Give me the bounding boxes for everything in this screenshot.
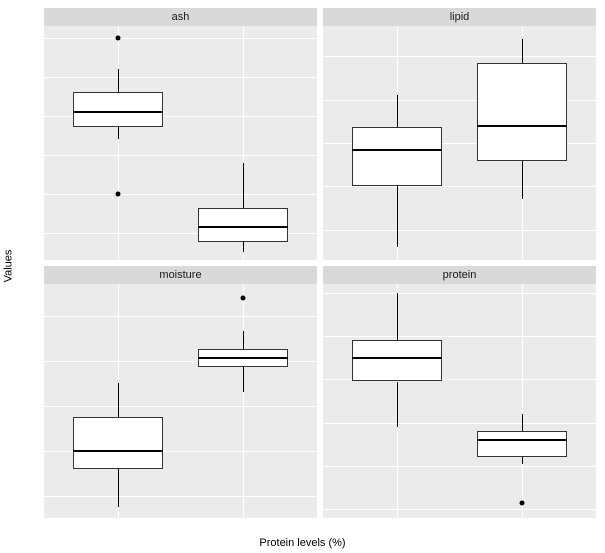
gridline <box>323 509 596 510</box>
panel: 68697071722630 <box>44 284 317 518</box>
gridline <box>44 406 317 407</box>
facet-strip: lipid <box>323 8 596 26</box>
panel: 2425262728292630 <box>323 284 596 518</box>
x-axis-label: Protein levels (%) <box>0 537 605 549</box>
median <box>73 450 163 452</box>
gridline <box>44 194 317 195</box>
gridline <box>44 316 317 317</box>
median <box>198 357 288 359</box>
whisker <box>522 161 523 199</box>
whisker <box>118 383 119 417</box>
gridline <box>323 56 596 57</box>
whisker <box>522 414 523 431</box>
median <box>477 439 567 441</box>
median <box>477 125 567 127</box>
gridline <box>323 423 596 424</box>
gridline <box>323 230 596 231</box>
whisker <box>397 95 398 126</box>
facet-strip: moisture <box>44 266 317 284</box>
whisker <box>397 293 398 341</box>
gridline <box>243 284 244 518</box>
whisker <box>243 163 244 208</box>
gridline <box>44 77 317 78</box>
facet-strip: protein <box>323 266 596 284</box>
whisker <box>522 457 523 464</box>
whisker <box>118 69 119 92</box>
facet-protein: protein2425262728292630 <box>323 266 596 518</box>
y-axis-label: Values <box>2 250 14 283</box>
median <box>352 149 442 151</box>
whisker <box>243 242 244 252</box>
gridline <box>522 284 523 518</box>
gridline <box>323 466 596 467</box>
gridline <box>323 336 596 337</box>
box <box>73 417 163 470</box>
whisker <box>397 382 398 428</box>
facet-moisture: moisture68697071722630 <box>44 266 317 518</box>
whisker <box>397 186 398 247</box>
panel: 1.61.71.81.92.02630 <box>323 26 596 260</box>
whisker <box>118 469 119 506</box>
box <box>352 340 442 381</box>
facet-strip: ash <box>44 8 317 26</box>
median <box>73 111 163 113</box>
gridline <box>44 496 317 497</box>
box <box>477 431 567 457</box>
gridline <box>44 155 317 156</box>
outlier <box>115 191 120 196</box>
whisker <box>243 331 244 349</box>
outlier <box>241 295 246 300</box>
whisker <box>243 367 244 392</box>
box <box>477 63 567 161</box>
whisker <box>522 39 523 63</box>
outlier <box>520 500 525 505</box>
figure: Values Protein levels (%) ash1.601.651.7… <box>0 0 605 553</box>
box <box>198 208 288 242</box>
facet-ash: ash1.601.651.701.751.801.852630 <box>44 8 317 260</box>
facet-grid: ash1.601.651.701.751.801.852630lipid1.61… <box>44 8 596 518</box>
box <box>352 127 442 187</box>
median <box>198 226 288 228</box>
facet-lipid: lipid1.61.71.81.92.02630 <box>323 8 596 260</box>
gridline <box>323 186 596 187</box>
whisker <box>118 127 119 139</box>
median <box>352 357 442 359</box>
panel: 1.601.651.701.751.801.852630 <box>44 26 317 260</box>
outlier <box>115 35 120 40</box>
gridline <box>118 26 119 260</box>
gridline <box>323 293 596 294</box>
gridline <box>44 38 317 39</box>
